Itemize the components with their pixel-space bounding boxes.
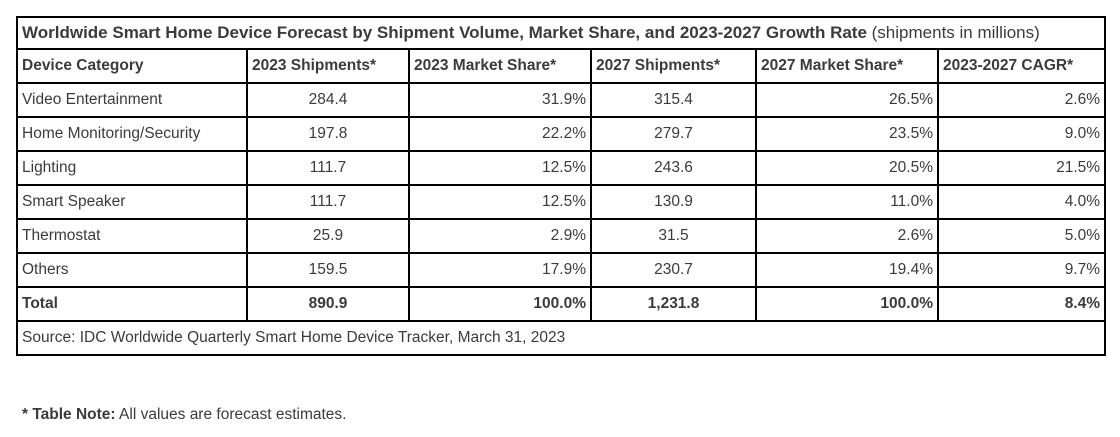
- cell-2023-shipments: 159.5: [246, 252, 410, 288]
- cell-total-label: Total: [16, 286, 248, 322]
- cell-2027-shipments: 230.7: [590, 252, 757, 288]
- cell-2027-market-share: 2.6%: [755, 218, 939, 254]
- cell-category: Video Entertainment: [16, 82, 248, 118]
- cell-cagr: 9.7%: [936, 252, 1107, 288]
- table-note-text: All values are forecast estimates.: [115, 406, 347, 423]
- cell-total-cagr: 8.4%: [936, 286, 1107, 322]
- cell-2023-shipments: 111.7: [246, 184, 410, 220]
- table-row-lighting: Lighting 111.7 12.5% 243.6 20.5% 21.5%: [16, 150, 1107, 186]
- cell-2027-shipments: 315.4: [590, 82, 757, 118]
- forecast-table: Worldwide Smart Home Device Forecast by …: [15, 16, 1107, 356]
- cell-2027-market-share: 20.5%: [755, 150, 939, 186]
- table-title-main: Worldwide Smart Home Device Forecast by …: [22, 23, 867, 42]
- cell-cagr: 5.0%: [936, 218, 1107, 254]
- cell-2023-shipments: 111.7: [246, 150, 410, 186]
- table-row-others: Others 159.5 17.9% 230.7 19.4% 9.7%: [16, 252, 1107, 288]
- cell-category: Thermostat: [16, 218, 248, 254]
- table-title: Worldwide Smart Home Device Forecast by …: [15, 16, 1107, 50]
- cell-2023-market-share: 22.2%: [408, 116, 592, 152]
- cell-2023-market-share: 12.5%: [408, 184, 592, 220]
- cell-2023-market-share: 17.9%: [408, 252, 592, 288]
- table-title-row: Worldwide Smart Home Device Forecast by …: [15, 16, 1107, 50]
- table-row-home-monitoring-security: Home Monitoring/Security 197.8 22.2% 279…: [16, 116, 1107, 152]
- column-header-2027-shipments: 2027 Shipments*: [590, 48, 757, 84]
- cell-2023-shipments: 284.4: [246, 82, 410, 118]
- cell-cagr: 21.5%: [936, 150, 1107, 186]
- cell-2027-market-share: 26.5%: [755, 82, 939, 118]
- cell-total-2027-shipments: 1,231.8: [590, 286, 757, 322]
- table-row-total: Total 890.9 100.0% 1,231.8 100.0% 8.4%: [16, 286, 1107, 322]
- table-row-thermostat: Thermostat 25.9 2.9% 31.5 2.6% 5.0%: [16, 218, 1107, 254]
- cell-2027-shipments: 130.9: [590, 184, 757, 220]
- cell-2027-market-share: 23.5%: [755, 116, 939, 152]
- cell-cagr: 9.0%: [936, 116, 1107, 152]
- cell-2027-shipments: 243.6: [590, 150, 757, 186]
- cell-total-2023-shipments: 890.9: [246, 286, 410, 322]
- table-title-unit: (shipments in millions): [866, 23, 1040, 42]
- cell-2027-market-share: 11.0%: [755, 184, 939, 220]
- cell-2023-market-share: 12.5%: [408, 150, 592, 186]
- cell-category: Others: [16, 252, 248, 288]
- cell-2027-shipments: 31.5: [590, 218, 757, 254]
- table-row-video-entertainment: Video Entertainment 284.4 31.9% 315.4 26…: [16, 82, 1107, 118]
- table-row-smart-speaker: Smart Speaker 111.7 12.5% 130.9 11.0% 4.…: [16, 184, 1107, 220]
- column-header-device-category: Device Category: [16, 48, 248, 84]
- cell-category: Smart Speaker: [16, 184, 248, 220]
- page: Worldwide Smart Home Device Forecast by …: [15, 16, 1107, 424]
- column-header-2027-market-share: 2027 Market Share*: [755, 48, 939, 84]
- column-header-2023-market-share: 2023 Market Share*: [408, 48, 592, 84]
- source-text: Source: IDC Worldwide Quarterly Smart Ho…: [15, 320, 1107, 356]
- cell-2023-market-share: 31.9%: [408, 82, 592, 118]
- cell-total-2023-market-share: 100.0%: [408, 286, 592, 322]
- cell-category: Home Monitoring/Security: [16, 116, 248, 152]
- cell-2023-shipments: 25.9: [246, 218, 410, 254]
- header-row: Device Category 2023 Shipments* 2023 Mar…: [16, 48, 1107, 84]
- cell-2027-market-share: 19.4%: [755, 252, 939, 288]
- cell-2023-market-share: 2.9%: [408, 218, 592, 254]
- cell-cagr: 2.6%: [936, 82, 1107, 118]
- source-row: Source: IDC Worldwide Quarterly Smart Ho…: [15, 320, 1107, 356]
- cell-cagr: 4.0%: [936, 184, 1107, 220]
- table-note-label: * Table Note:: [22, 406, 116, 423]
- cell-2027-shipments: 279.7: [590, 116, 757, 152]
- cell-total-2027-market-share: 100.0%: [755, 286, 939, 322]
- cell-2023-shipments: 197.8: [246, 116, 410, 152]
- table-note: * Table Note: All values are forecast es…: [22, 406, 1104, 424]
- cell-category: Lighting: [16, 150, 248, 186]
- column-header-2023-shipments: 2023 Shipments*: [246, 48, 410, 84]
- column-header-cagr: 2023-2027 CAGR*: [936, 48, 1107, 84]
